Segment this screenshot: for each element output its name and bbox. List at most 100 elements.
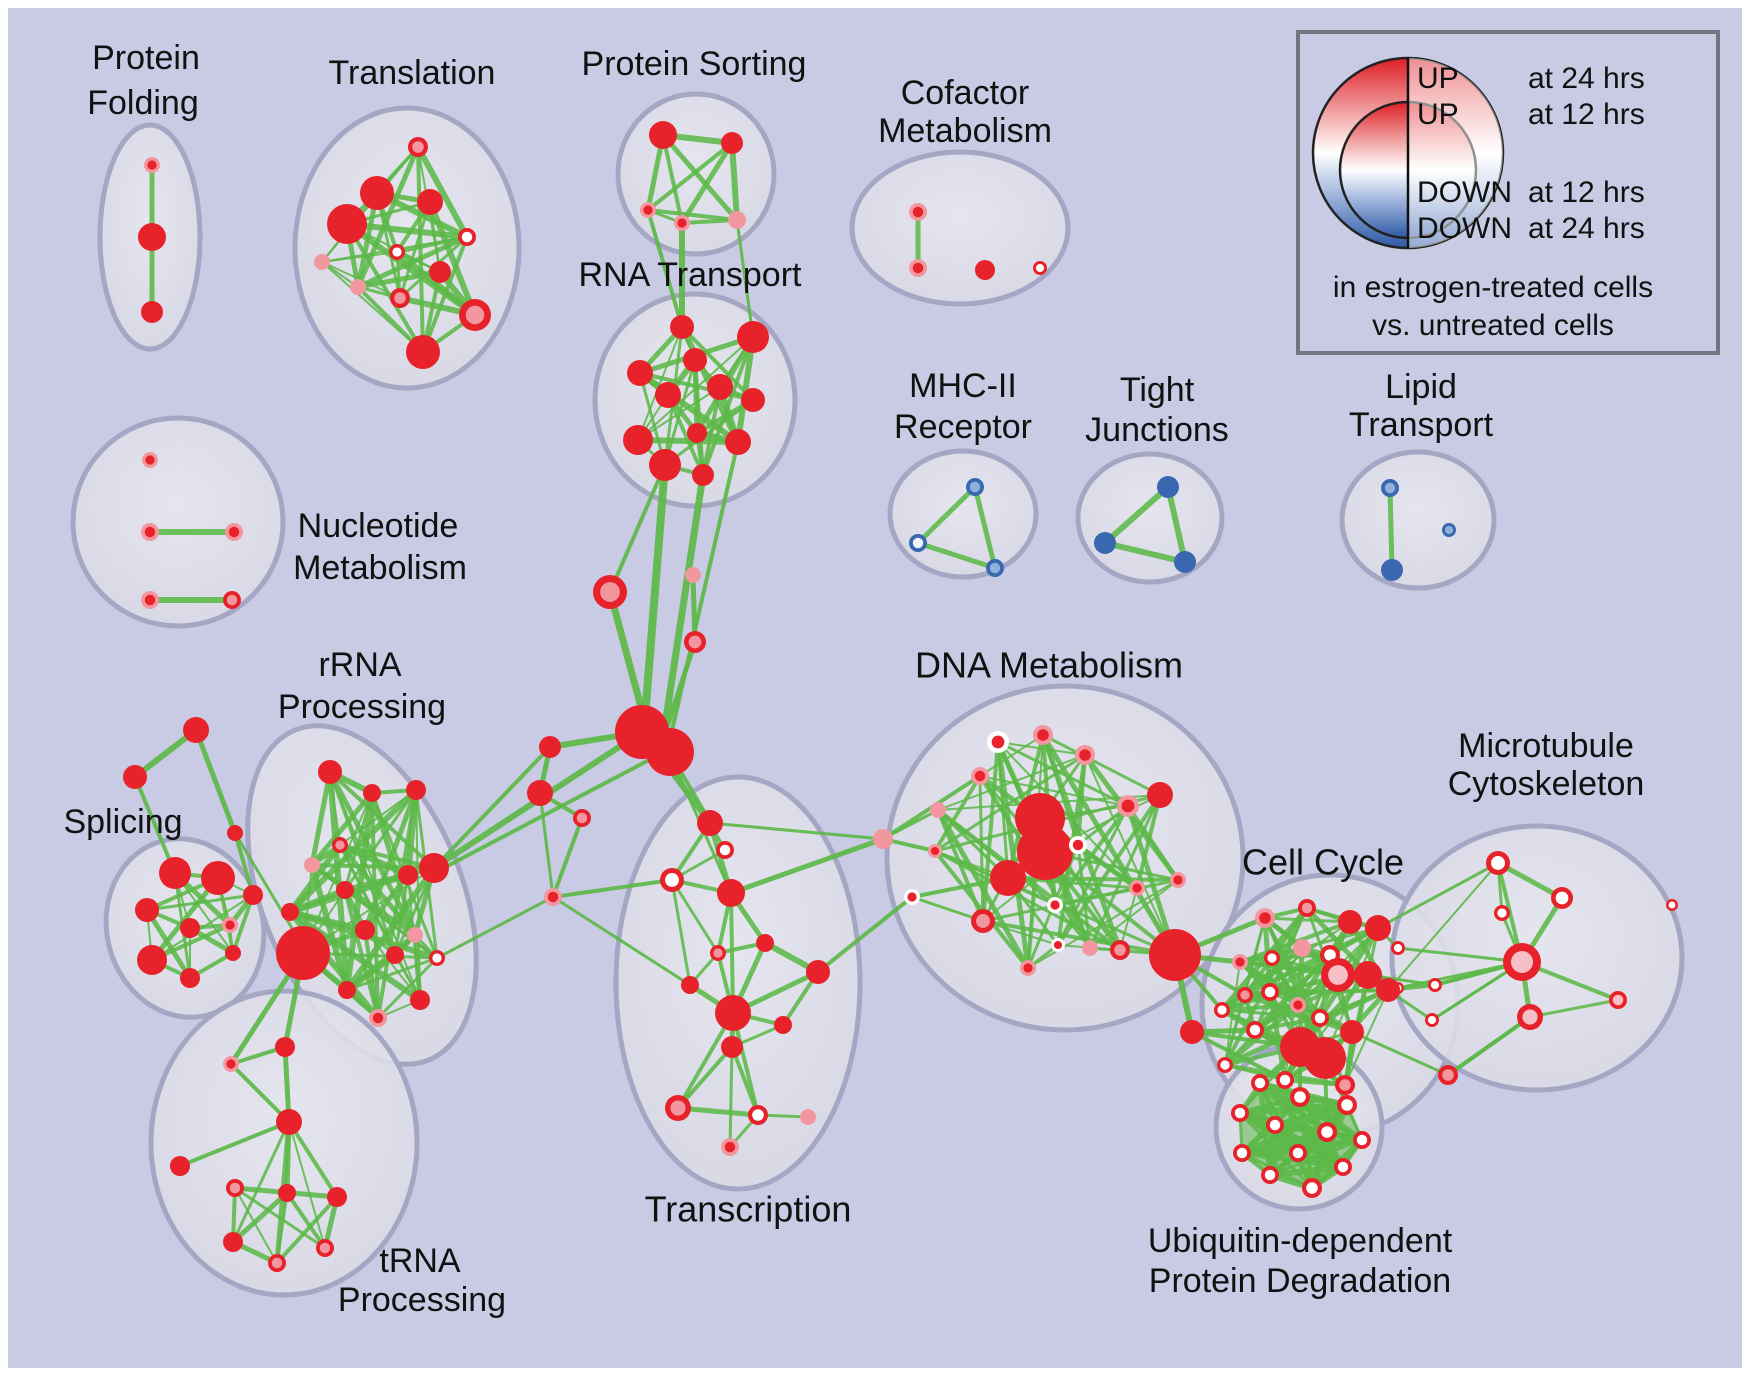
network-node [141, 301, 163, 323]
network-node [407, 927, 423, 943]
network-node-core [1264, 986, 1276, 998]
network-node-core [229, 1182, 241, 1194]
network-node-core [1023, 963, 1033, 973]
network-node [800, 1109, 816, 1125]
network-edge [1076, 843, 1092, 950]
network-node-core [1612, 994, 1624, 1006]
network-edge [275, 1195, 339, 1265]
legend-time-label: at 12 hrs [1528, 176, 1645, 209]
network-node-core [752, 1109, 764, 1121]
network-edge [151, 894, 254, 961]
network-node [717, 879, 745, 907]
network-node-core [1050, 900, 1060, 910]
network-edge [145, 893, 255, 912]
network-node-core [907, 892, 917, 902]
network-edge [933, 774, 982, 853]
network-node [721, 1036, 743, 1058]
network-node [355, 920, 375, 940]
network-node-core [576, 812, 588, 824]
network-edge [1387, 862, 1499, 991]
network-node [363, 784, 381, 802]
network-node [314, 254, 330, 270]
network-edge [1300, 926, 1380, 950]
network-node [1376, 978, 1400, 1002]
network-node [685, 567, 701, 583]
network-edge [338, 843, 436, 870]
network-node-core [226, 594, 238, 606]
network-node-core [461, 231, 473, 243]
network-node-core [989, 562, 1001, 574]
network-edge [910, 895, 985, 923]
cluster-protein-sorting-label: Protein Sorting [582, 45, 807, 83]
network-edge [1224, 994, 1246, 1066]
network-node-core [1220, 1060, 1230, 1070]
cluster-dna-metabolism-label: DNA Metabolism [915, 645, 1183, 686]
legend-direction-label: UP [1417, 62, 1459, 95]
network-node [646, 728, 694, 776]
network-node [687, 423, 707, 443]
network-node [655, 382, 681, 408]
network-edge [133, 775, 177, 875]
network-edge [193, 727, 238, 836]
network-node [721, 132, 743, 154]
network-node [276, 1109, 302, 1135]
network-node [975, 260, 995, 280]
network-edge [1027, 879, 1179, 969]
network-node [398, 865, 418, 885]
network-node-core [392, 247, 402, 257]
network-node [183, 717, 209, 743]
network-node-core [1510, 950, 1534, 974]
network-edge [1446, 1015, 1532, 1077]
cluster-trna-processing-label: Processing [338, 1281, 506, 1319]
network-edge [288, 1121, 326, 1249]
network-edge [285, 1191, 327, 1250]
network-node [527, 780, 553, 806]
network-node-core [144, 526, 156, 538]
network-edge [708, 821, 885, 841]
cluster-ubiquitin-degradation-label: Protein Degradation [1149, 1262, 1451, 1300]
network-node-core [1321, 1126, 1333, 1138]
network-edge [1237, 1102, 1350, 1116]
network-edge [174, 872, 234, 954]
network-edge [728, 1045, 734, 1149]
network-edge [415, 144, 470, 240]
network-edge [978, 774, 985, 923]
network-node-core [1037, 729, 1049, 741]
network-node-core [719, 844, 731, 856]
network-edge [343, 788, 418, 892]
network-edge [1119, 887, 1138, 951]
network-edge [321, 261, 424, 353]
network-node-core [1393, 943, 1403, 953]
network-edge [234, 1187, 278, 1264]
network-node-core [1259, 912, 1271, 924]
cluster-nucleotide-metabolism-label: Metabolism [293, 549, 467, 587]
network-node [201, 861, 235, 895]
network-edge [1253, 1016, 1322, 1032]
network-node [123, 765, 147, 789]
network-node [873, 829, 893, 849]
network-edge [344, 932, 418, 993]
network-edge [730, 1045, 760, 1117]
network-node [276, 926, 330, 980]
network-node-core [1279, 1074, 1291, 1086]
network-edge [345, 956, 439, 992]
network-edge [979, 775, 1129, 807]
network-edge [1220, 1008, 1322, 1020]
network-edge [355, 144, 421, 290]
network-edge [551, 816, 584, 899]
network-node [223, 1232, 243, 1252]
network-node [406, 780, 426, 800]
network-node-core [912, 206, 924, 218]
network-edge [337, 842, 411, 878]
network-edge [670, 878, 720, 955]
network-edge [551, 895, 692, 987]
legend-direction-label: DOWN [1417, 176, 1512, 209]
network-edge [1102, 540, 1188, 565]
network-node-core [1234, 1107, 1246, 1119]
network-node-core [688, 635, 702, 649]
network-edge [608, 463, 667, 594]
network-node-core [1384, 482, 1396, 494]
cluster-tight-junctions-label: Tight [1120, 371, 1195, 409]
network-edge [646, 208, 684, 329]
network-edge [1238, 920, 1352, 964]
